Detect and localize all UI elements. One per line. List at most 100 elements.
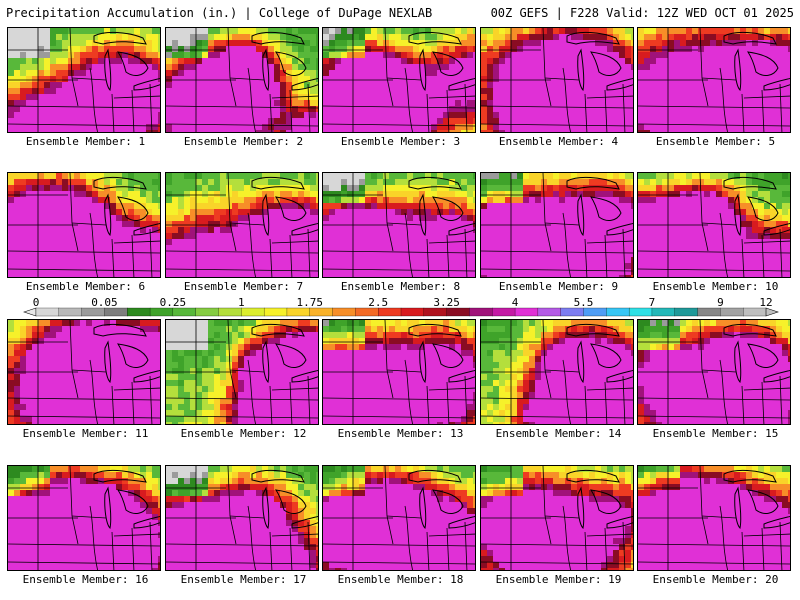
ensemble-member-label: Ensemble Member: 3 [340,135,461,148]
ensemble-member-label: Ensemble Member: 17 [180,573,307,586]
ensemble-member-label: Ensemble Member: 12 [180,427,307,440]
precip-field-map [481,466,633,570]
colorbar-bin [127,307,151,317]
ensemble-map-panel [637,27,791,133]
colorbar-tick-label: 0.05 [91,296,118,309]
colorbar-bin [378,307,402,317]
colorbar-bin [651,307,676,317]
colorbar-tick-label: 12 [759,296,772,309]
colorbar-tick-label: 9 [717,296,724,309]
colorbar-tick-label: 7 [649,296,656,309]
colorbar-bin [81,307,105,317]
colorbar-bin [104,307,128,317]
ensemble-member-label: Ensemble Member: 6 [25,280,146,293]
colorbar-bin [263,307,288,317]
colorbar-tick-label: 1 [238,296,245,309]
precip-field-map [8,28,160,132]
colorbar-bin [309,307,334,317]
ensemble-member-label: Ensemble Member: 18 [337,573,464,586]
precip-field-map [166,173,318,277]
ensemble-map-panel [480,319,634,425]
colorbar-bin [697,307,721,317]
ensemble-member-label: Ensemble Member: 16 [22,573,149,586]
ensemble-member-label: Ensemble Member: 19 [495,573,622,586]
ensemble-member-label: Ensemble Member: 14 [495,427,622,440]
colorbar-right-arrow [765,307,779,317]
precip-field-map [638,173,790,277]
colorbar-bin [149,307,174,317]
colorbar-tick-label: 5.5 [574,296,594,309]
colorbar-bin [355,307,379,317]
precip-field-map [8,466,160,570]
ensemble-map-panel [165,465,319,571]
colorbar-bin [606,307,630,317]
ensemble-member-label: Ensemble Member: 10 [652,280,779,293]
ensemble-map-panel [7,465,161,571]
precip-field-map [481,173,633,277]
ensemble-member-label: Ensemble Member: 9 [498,280,619,293]
ensemble-member-label: Ensemble Member: 15 [652,427,779,440]
colorbar-bin [720,307,744,317]
colorbar-bin [172,307,197,317]
colorbar-tick-label: 4 [512,296,519,309]
colorbar-bin [58,307,83,317]
precip-field-map [166,320,318,424]
colorbar-tick-label: 0.25 [160,296,187,309]
colorbar-bin [583,307,607,317]
colorbar-bin [35,307,60,317]
colorbar-bin [195,307,219,317]
ensemble-member-label: Ensemble Member: 2 [183,135,304,148]
colorbar-bin [332,307,356,317]
precip-colorbar: 0 0.05 0.25 1 1.75 2.5 3.25 4 5.5 7 9 12 [23,296,779,317]
colorbar-tick-label: 0 [33,296,40,309]
ensemble-map-panel [322,465,476,571]
page-title: Precipitation Accumulation (in.) | Colle… [6,6,433,20]
colorbar-bin [423,307,448,317]
colorbar-left-arrow [23,307,37,317]
precip-field-map [323,320,475,424]
ensemble-map-panel [165,172,319,278]
precip-field-map [323,28,475,132]
precip-field-map [8,320,160,424]
precip-field-map [638,28,790,132]
ensemble-map-panel [637,465,791,571]
colorbar-bin [674,307,699,317]
colorbar-bin [241,307,265,317]
colorbar-bin [537,307,562,317]
ensemble-member-label: Ensemble Member: 13 [337,427,464,440]
model-run-info: 00Z GEFS | F228 Valid: 12Z WED OCT 01 20… [490,6,794,20]
colorbar-bin [492,307,516,317]
colorbar-bin [400,307,425,317]
precip-field-map [323,173,475,277]
precip-field-map [166,466,318,570]
ensemble-map-panel [7,27,161,133]
ensemble-map-panel [637,172,791,278]
precip-field-map [638,320,790,424]
ensemble-map-panel [165,27,319,133]
precip-field-map [638,466,790,570]
ensemble-map-panel [322,319,476,425]
precip-field-map [8,173,160,277]
ensemble-map-panel [7,319,161,425]
precip-field-map [166,28,318,132]
ensemble-member-label: Ensemble Member: 20 [652,573,779,586]
colorbar-bin [560,307,584,317]
ensemble-member-label: Ensemble Member: 7 [183,280,304,293]
colorbar-bin [514,307,539,317]
ensemble-member-label: Ensemble Member: 4 [498,135,619,148]
ensemble-member-label: Ensemble Member: 8 [340,280,461,293]
ensemble-map-panel [480,27,634,133]
colorbar-tick-label: 2.5 [368,296,388,309]
ensemble-map-panel [480,465,634,571]
colorbar-bin [628,307,653,317]
ensemble-map-panel [637,319,791,425]
colorbar-bin [743,307,767,317]
colorbar-bin [218,307,242,317]
colorbar-bin [446,307,470,317]
ensemble-map-panel [322,27,476,133]
ensemble-map-panel [322,172,476,278]
precip-field-map [481,320,633,424]
ensemble-member-label: Ensemble Member: 5 [655,135,776,148]
precip-field-map [481,28,633,132]
ensemble-map-panel [480,172,634,278]
